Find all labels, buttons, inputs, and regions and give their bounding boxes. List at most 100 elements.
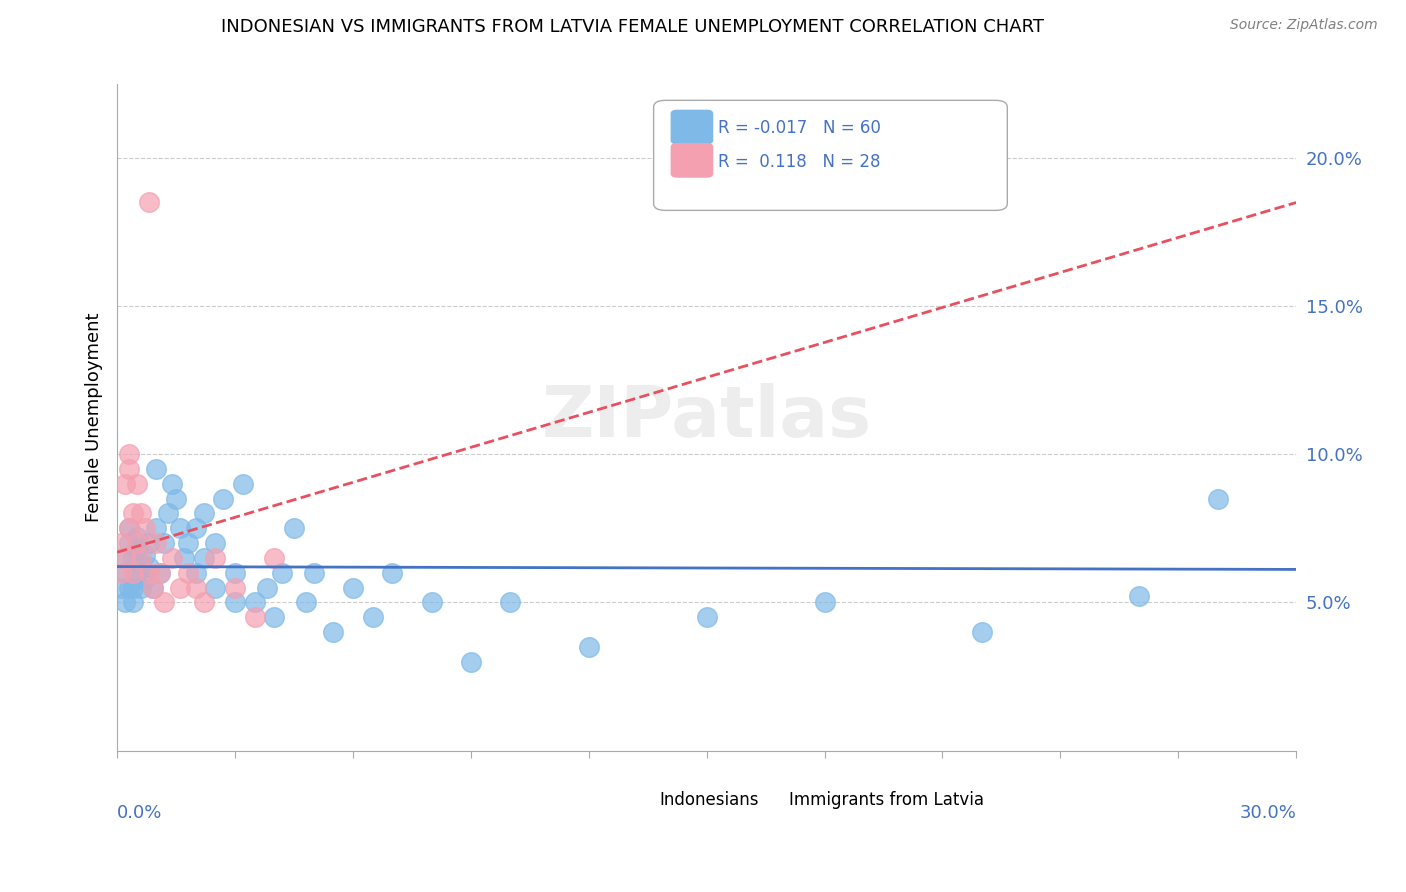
Point [157, 507, 180, 521]
Point [153, 536, 176, 550]
Point [361, 610, 384, 624]
Point [165, 491, 187, 506]
Point [138, 195, 160, 210]
Point [193, 507, 215, 521]
Point [256, 581, 278, 595]
Text: INDONESIAN VS IMMIGRANTS FROM LATVIA FEMALE UNEMPLOYMENT CORRELATION CHART: INDONESIAN VS IMMIGRANTS FROM LATVIA FEM… [221, 18, 1045, 36]
Point [322, 624, 344, 639]
Text: R =  0.118   N = 28: R = 0.118 N = 28 [718, 153, 882, 170]
Point [122, 581, 145, 595]
Point [134, 521, 156, 535]
Point [118, 521, 141, 535]
Point [125, 530, 148, 544]
Point [169, 521, 191, 535]
Point [204, 536, 226, 550]
Point [149, 566, 172, 580]
Text: R = -0.017   N = 60: R = -0.017 N = 60 [718, 120, 882, 137]
Point [118, 536, 141, 550]
Point [295, 595, 318, 609]
Point [125, 541, 148, 556]
Point [1206, 491, 1229, 506]
FancyBboxPatch shape [654, 101, 1007, 211]
Point [160, 550, 183, 565]
Point [114, 550, 136, 565]
Point [110, 550, 132, 565]
Y-axis label: Female Unemployment: Female Unemployment [86, 312, 103, 522]
Point [134, 572, 156, 586]
Point [142, 581, 165, 595]
Point [110, 581, 132, 595]
Point [204, 550, 226, 565]
Point [224, 595, 246, 609]
Point [122, 566, 145, 580]
Text: Immigrants from Latvia: Immigrants from Latvia [789, 790, 984, 808]
Point [153, 595, 176, 609]
Point [138, 559, 160, 574]
Point [243, 595, 266, 609]
Point [145, 521, 167, 535]
Point [129, 550, 152, 565]
Point [138, 566, 160, 580]
Point [160, 476, 183, 491]
Point [271, 566, 294, 580]
Point [1128, 590, 1150, 604]
Point [184, 566, 207, 580]
Point [125, 536, 148, 550]
Point [177, 566, 200, 580]
Point [142, 581, 165, 595]
Point [243, 610, 266, 624]
Text: Source: ZipAtlas.com: Source: ZipAtlas.com [1230, 18, 1378, 32]
Point [125, 566, 148, 580]
Point [110, 536, 132, 550]
FancyBboxPatch shape [671, 111, 713, 144]
Point [118, 581, 141, 595]
Point [232, 476, 254, 491]
Point [110, 566, 132, 580]
Point [122, 550, 145, 565]
Text: Indonesians: Indonesians [659, 790, 759, 808]
Point [193, 595, 215, 609]
Point [184, 581, 207, 595]
Point [129, 557, 152, 571]
Point [263, 550, 285, 565]
Point [813, 595, 835, 609]
Point [149, 566, 172, 580]
Point [263, 610, 285, 624]
Point [122, 507, 145, 521]
Point [118, 521, 141, 535]
Point [145, 462, 167, 476]
Point [118, 447, 141, 461]
Point [381, 566, 404, 580]
FancyBboxPatch shape [759, 774, 807, 804]
Text: 30.0%: 30.0% [1239, 804, 1296, 822]
Point [193, 550, 215, 565]
Point [173, 550, 195, 565]
Point [212, 491, 235, 506]
Point [122, 595, 145, 609]
Point [696, 610, 718, 624]
Point [499, 595, 522, 609]
Point [118, 462, 141, 476]
Point [302, 566, 325, 580]
Point [114, 595, 136, 609]
Point [129, 581, 152, 595]
Point [283, 521, 305, 535]
Point [184, 521, 207, 535]
Point [460, 655, 482, 669]
Point [134, 548, 156, 562]
Point [420, 595, 443, 609]
FancyBboxPatch shape [671, 144, 713, 177]
Point [145, 536, 167, 550]
Point [204, 581, 226, 595]
Point [970, 624, 993, 639]
Point [138, 536, 160, 550]
FancyBboxPatch shape [630, 774, 678, 804]
Point [129, 507, 152, 521]
Point [114, 566, 136, 580]
Point [578, 640, 600, 654]
Text: 0.0%: 0.0% [117, 804, 163, 822]
Text: ZIPatlas: ZIPatlas [541, 383, 872, 451]
Point [224, 566, 246, 580]
Point [169, 581, 191, 595]
Point [114, 476, 136, 491]
